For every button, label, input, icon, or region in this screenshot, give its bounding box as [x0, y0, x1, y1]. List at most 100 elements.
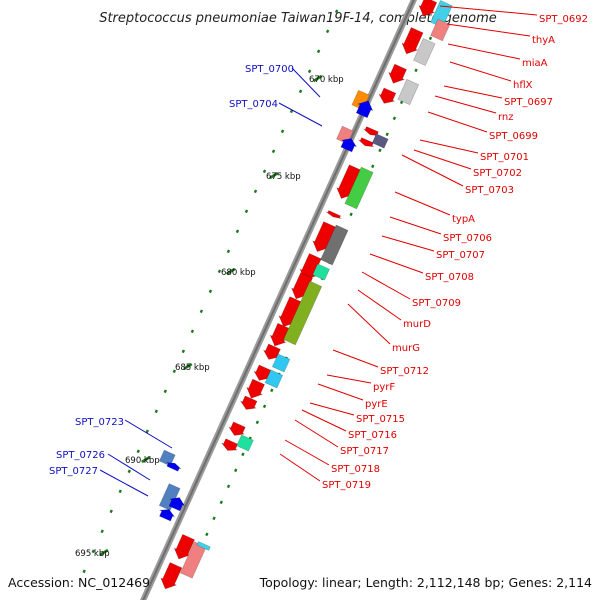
gene-label-SPT_0715[interactable]: SPT_0715 [356, 414, 405, 425]
gene-box-6 [320, 224, 349, 266]
cds-reverse-1 [355, 100, 374, 119]
gene-box-2 [413, 37, 436, 67]
cds-reverse-8 [158, 509, 176, 522]
gene-label-typA[interactable]: typA [452, 214, 475, 225]
scale-label-680: 680 kbp [221, 268, 256, 278]
scale-tick [172, 369, 177, 374]
leader-line-reverse [107, 453, 151, 481]
gene-label-SPT_0707[interactable]: SPT_0707 [436, 250, 485, 261]
scale-tick [118, 489, 122, 494]
leader-line-forward [394, 191, 451, 216]
leader-line-forward [381, 235, 435, 252]
scale-tick [334, 9, 339, 14]
scale-tick-major [225, 267, 236, 276]
scale-tick [270, 388, 274, 393]
scale-tick [226, 249, 231, 254]
gene-label-SPT_0701[interactable]: SPT_0701 [480, 152, 529, 163]
gene-label-SPT_0719[interactable]: SPT_0719 [322, 480, 371, 491]
scale-tick [255, 420, 260, 425]
gene-label-rnz[interactable]: rnz [498, 112, 514, 123]
leader-line-forward [446, 23, 531, 37]
scale-tick [253, 189, 258, 194]
gene-box-11 [236, 434, 254, 452]
scale-tick [262, 404, 267, 409]
gene-label-SPT_0717[interactable]: SPT_0717 [340, 446, 389, 457]
gene-label-SPT_0709[interactable]: SPT_0709 [412, 298, 461, 309]
gene-label-SPT_0716[interactable]: SPT_0716 [348, 430, 397, 441]
gene-label-SPT_0699[interactable]: SPT_0699 [489, 131, 538, 142]
leader-line-forward [284, 439, 330, 466]
cds-forward-18 [221, 438, 239, 451]
cds-forward-17 [228, 421, 246, 436]
cds-reverse-3 [340, 138, 358, 153]
scale-tick [109, 509, 113, 514]
gene-label-SPT_0702[interactable]: SPT_0702 [473, 168, 522, 179]
accession-text: Accession: NC_012469 [8, 575, 150, 590]
scale-labels: 670 kbp 675 kbp 680 kbp 685 kbp 690 kbp … [75, 75, 344, 559]
gene-label-SPT_0723[interactable]: SPT_0723 [75, 417, 124, 428]
leader-line-forward [309, 402, 355, 416]
reverse-gene-labels: SPT_0700 SPT_0704 SPT_0723 SPT_0726 SPT_… [49, 64, 294, 477]
gene-label-SPT_0712[interactable]: SPT_0712 [380, 366, 429, 377]
gene-label-SPT_0706[interactable]: SPT_0706 [443, 233, 492, 244]
scale-label-685: 685 kbp [175, 363, 210, 373]
genome-title: Streptococcus pneumoniae Taiwan19F-14, c… [99, 11, 497, 26]
gene-label-SPT_0727[interactable]: SPT_0727 [49, 466, 98, 477]
leader-line-forward [413, 149, 472, 170]
scale-tick [378, 148, 382, 153]
gene-label-SPT_0718[interactable]: SPT_0718 [331, 464, 380, 475]
cds-forward-5 [358, 137, 375, 148]
gene-label-SPT_0726[interactable]: SPT_0726 [56, 450, 105, 461]
leader-line-forward [347, 303, 391, 345]
forward-gene-labels: SPT_0692 thyA miaA hflX SPT_0697 rnz SPT… [322, 14, 588, 491]
gene-label-murD[interactable]: murD [403, 319, 431, 330]
scale-tick [428, 36, 433, 41]
gene-label-SPT_0708[interactable]: SPT_0708 [425, 272, 474, 283]
scale-tick [100, 529, 104, 534]
scale-label-675: 675 kbp [266, 172, 301, 182]
leader-line-forward [294, 419, 339, 448]
cds-forward-2 [388, 63, 407, 84]
topology-text: Topology: linear; Length: 2,112,148 bp; … [259, 575, 592, 590]
gene-label-SPT_0704[interactable]: SPT_0704 [229, 99, 278, 110]
gene-label-hflX[interactable]: hflX [513, 80, 533, 91]
gene-label-SPT_0700[interactable]: SPT_0700 [245, 64, 294, 75]
scale-tick [307, 69, 312, 74]
gene-label-murG[interactable]: murG [392, 343, 420, 354]
gene-label-pyrF[interactable]: pyrF [373, 382, 395, 393]
scale-tick [234, 468, 238, 473]
leader-line-forward [439, 5, 538, 16]
scale-tick [219, 500, 223, 505]
leader-lines [99, 5, 538, 497]
leader-line-forward [326, 374, 372, 384]
scale-label-695: 695 kbp [75, 549, 110, 559]
scale-label-670: 670 kbp [309, 75, 344, 85]
leader-line-forward [369, 253, 424, 274]
gene-label-SPT_0692[interactable]: SPT_0692 [539, 14, 588, 25]
scale-tick [399, 100, 404, 105]
leader-line-forward [434, 95, 497, 114]
gene-label-SPT_0703[interactable]: SPT_0703 [465, 185, 514, 196]
gene-box-1 [430, 18, 451, 42]
cds-reverse-7 [168, 497, 186, 512]
scale-tick [91, 549, 95, 554]
gene-box-5 [344, 166, 374, 210]
leader-line-forward [317, 383, 364, 401]
scale-tick [349, 212, 353, 217]
gene-label-SPT_0697[interactable]: SPT_0697 [504, 97, 553, 108]
gene-label-pyrE[interactable]: pyrE [365, 399, 388, 410]
cds-forward-20 [160, 562, 183, 590]
gene-label-miaA[interactable]: miaA [522, 58, 548, 69]
leader-line-reverse [278, 102, 323, 127]
leader-line-forward [357, 289, 402, 321]
scale-tick [280, 129, 285, 134]
scale-tick [244, 209, 249, 214]
gene-features [158, 0, 453, 590]
gene-label-thyA[interactable]: thyA [532, 35, 555, 46]
scale-tick [127, 469, 131, 474]
gene-box-8 [283, 280, 323, 346]
scale-tick [414, 68, 418, 73]
leader-line-forward [427, 111, 488, 133]
scale-tick-major [312, 74, 323, 83]
